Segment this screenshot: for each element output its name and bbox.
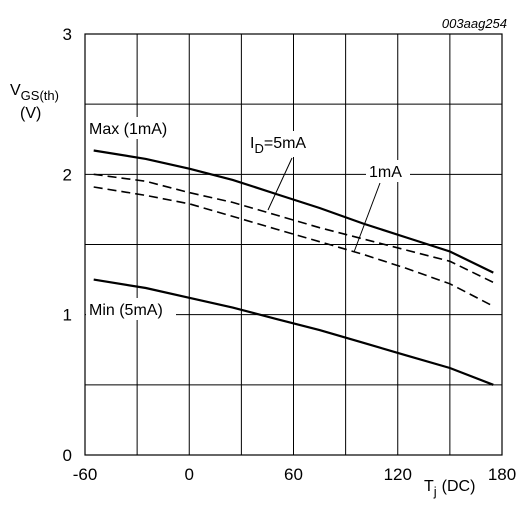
x-tick-label-2: 60: [284, 465, 303, 484]
x-axis-label: Tj (DC): [424, 478, 475, 499]
x-tick-labels: -60 0 60 120 180: [73, 465, 516, 484]
y-axis-unit: (V): [20, 105, 41, 122]
y-tick-label-0: 0: [63, 446, 72, 465]
x-axis-label-unit: (DC): [442, 478, 476, 495]
series-line-2: [93, 186, 494, 307]
annotation-max: Max (1mA): [89, 121, 167, 138]
y-axis-label: VGS(th): [10, 82, 59, 103]
plot-border: [84, 33, 503, 456]
annotation-id-prefix: I: [250, 135, 254, 152]
id-leader-line: [267, 157, 293, 211]
id-label-bg: [246, 131, 330, 157]
series-line-0: [93, 149, 494, 274]
series-line-3: [93, 278, 494, 386]
x-tick-label-4: 180: [488, 465, 516, 484]
min-label-bg: [86, 298, 176, 320]
one-ma-leader-line: [353, 182, 381, 253]
y-axis-label-sub: GS(th): [21, 88, 59, 103]
plot-frame: [84, 33, 503, 456]
annotation-id-sub: D: [254, 141, 263, 156]
series-line-1: [93, 173, 494, 284]
annotation-id: ID=5mA: [250, 135, 306, 156]
one-ma-label-bg: [366, 160, 410, 182]
y-tick-labels: 0 1 2 3: [63, 25, 72, 465]
x-tick-label-0: -60: [73, 465, 98, 484]
x-tick-label-3: 120: [384, 465, 412, 484]
annotation-id-value: =5mA: [264, 135, 307, 152]
figure-code: 003aag254: [442, 16, 507, 31]
y-tick-label-3: 3: [63, 25, 72, 44]
gridlines: [84, 33, 503, 456]
series-lines: [93, 149, 494, 386]
annotation-min: Min (5mA): [89, 302, 163, 319]
x-axis-label-sub: j: [433, 484, 437, 499]
y-tick-label-2: 2: [63, 165, 72, 184]
max-label-bg: [86, 117, 178, 139]
y-tick-label-1: 1: [63, 306, 72, 325]
annotation-1ma: 1mA: [369, 164, 402, 181]
y-axis-label-main: V: [10, 82, 21, 99]
x-axis-label-main: T: [424, 478, 434, 495]
x-tick-label-1: 0: [185, 465, 194, 484]
